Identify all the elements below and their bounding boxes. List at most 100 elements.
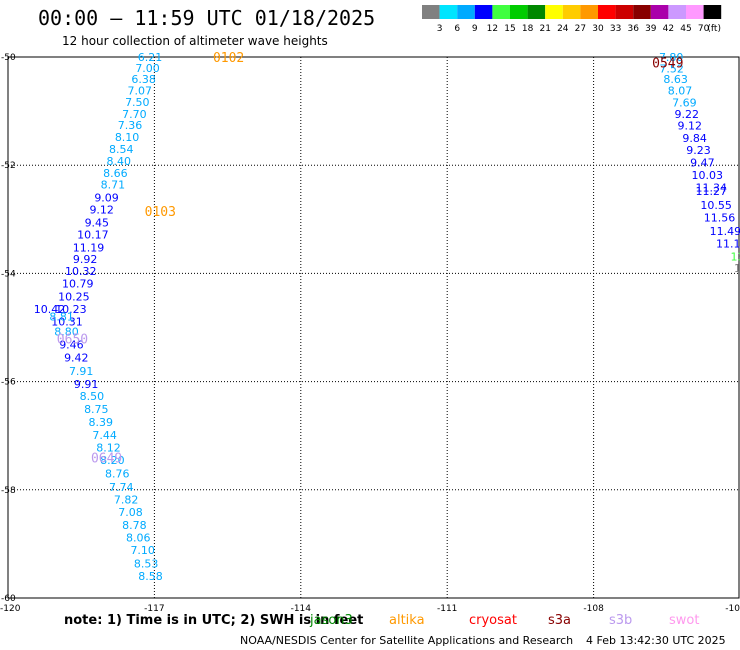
color-swatch (615, 5, 634, 19)
color-scale-label: 21 (539, 24, 550, 34)
wave-height-value: 6.21 (138, 51, 163, 64)
wave-height-value: 7.44 (92, 429, 117, 442)
wave-height-value: 7.10 (130, 544, 155, 557)
pass-time-label: 0103 (145, 205, 176, 220)
wave-height-value: 8.81 (49, 311, 74, 324)
y-tick-label: -54 (1, 269, 16, 279)
color-swatch (474, 5, 493, 19)
color-scale-label: 3 (437, 24, 443, 34)
wave-height-value: 11.56 (704, 212, 736, 225)
wave-height-value: 10.23 (55, 303, 87, 316)
wave-height-value: 10.25 (58, 291, 90, 304)
wave-height-value: 11.19 (73, 241, 105, 254)
y-tick-label: -52 (1, 161, 16, 171)
mission-s3b: s3b (609, 613, 633, 628)
color-scale-label: 39 (645, 24, 657, 34)
wave-height-value: 9.45 (85, 217, 110, 230)
wave-height-value: 8.71 (101, 179, 126, 192)
x-tick-label: -10 (725, 604, 740, 614)
wave-height-value: 10.79 (62, 278, 94, 291)
mission-swot: swot (669, 613, 700, 628)
chart-title: 00:00 — 11:59 UTC 01/18/2025 (38, 6, 376, 30)
wave-height-value: 7.82 (114, 494, 139, 507)
pass-time-label: 0549 (652, 56, 683, 71)
pass-time-label: 0102 (213, 51, 244, 66)
pass-time-label: 0650 (57, 332, 88, 347)
y-tick-label: -58 (1, 486, 16, 496)
y-tick-label: -56 (1, 378, 16, 388)
wave-height-value: 9.22 (675, 108, 700, 121)
wave-height-value: 7.50 (125, 96, 150, 109)
wave-height-value: 7.08 (118, 506, 143, 519)
color-swatch (439, 5, 458, 19)
wave-height-value: 7.69 (672, 96, 697, 109)
color-swatch (650, 5, 669, 19)
data-points: 6.217.006.387.077.507.707.368.108.548.40… (34, 51, 740, 583)
color-scale-label: 18 (522, 24, 534, 34)
wave-height-value: 9.12 (677, 120, 702, 133)
color-swatch (545, 5, 563, 19)
wave-height-value: 7.07 (128, 85, 153, 98)
wave-height-value: 8.06 (126, 531, 151, 544)
color-scale-legend: 3 6 9 12 15 18 21 24 27 30 33 36 39 42 45 70(ft) (422, 5, 722, 34)
x-tick-label: -111 (437, 604, 457, 614)
mission-jason3: jason3 (310, 613, 353, 628)
wave-height-value: 9.92 (73, 253, 98, 266)
wave-height-value: 10.55 (700, 199, 732, 212)
color-swatch (510, 5, 528, 19)
color-swatch (492, 5, 510, 19)
wave-height-value: 7.80 (659, 51, 684, 64)
color-swatch (598, 5, 616, 19)
color-swatch (527, 5, 546, 19)
wave-height-value: 8.75 (84, 403, 109, 416)
wave-height-value: 11.34 (695, 181, 727, 194)
wave-height-value: 9.47 (690, 156, 715, 169)
color-scale-label: 12 (487, 24, 498, 34)
color-scale-label: 24 (557, 24, 569, 34)
wave-height-value: 10.32 (65, 265, 97, 278)
y-tick-label: -50 (1, 53, 16, 63)
color-scale-label: 27 (575, 24, 586, 34)
wave-height-value: 7.36 (118, 119, 143, 132)
x-tick-label: -120 (0, 604, 21, 614)
wave-height-value: 11.49 (710, 225, 740, 238)
wave-height-value: 8.20 (100, 454, 125, 467)
x-tick-label: -117 (144, 604, 164, 614)
wave-height-value: 7.70 (122, 108, 147, 121)
wave-height-value: 9.91 (74, 378, 99, 391)
wave-height-value: 8.80 (54, 325, 79, 338)
color-swatch (562, 5, 581, 19)
wave-height-value: 7.74 (109, 481, 134, 494)
credit-text: NOAA/NESDIS Center for Satellite Applica… (240, 634, 574, 647)
color-swatch (457, 5, 475, 19)
color-swatch (703, 5, 722, 19)
wave-height-value: 8.78 (122, 519, 147, 532)
wave-height-value: 8.66 (103, 167, 128, 180)
wave-height-value: 1 (734, 262, 740, 275)
color-scale-unit: (ft) (707, 24, 721, 34)
wave-height-value: 11.27 (695, 185, 727, 198)
color-scale-label: 45 (680, 24, 691, 34)
color-scale-label: 30 (592, 24, 604, 34)
footnote: note: 1) Time is in UTC; 2) SWH is in fe… (64, 613, 364, 628)
color-swatch (633, 5, 651, 19)
wave-height-value: 10.17 (77, 228, 109, 241)
wave-height-value: 8.12 (96, 442, 121, 455)
wave-height-value: 8.54 (109, 143, 134, 156)
color-scale-label: 15 (504, 24, 515, 34)
color-swatch (422, 5, 440, 19)
wave-height-value: 7.52 (659, 62, 684, 75)
wave-height-value: 8.58 (138, 570, 163, 583)
plot-frame (7, 56, 740, 599)
wave-height-value: 13 (731, 251, 740, 264)
wave-height-value: 10.31 (51, 316, 83, 329)
color-swatch (668, 5, 686, 19)
x-tick-label: -108 (583, 604, 604, 614)
y-tick-label: -60 (1, 594, 16, 604)
color-scale-label: 33 (610, 24, 621, 34)
wave-height-value: 6.38 (131, 73, 156, 86)
wave-height-value: 8.63 (663, 73, 688, 86)
color-scale-label: 42 (663, 24, 674, 34)
wave-height-value: 8.39 (88, 416, 113, 429)
